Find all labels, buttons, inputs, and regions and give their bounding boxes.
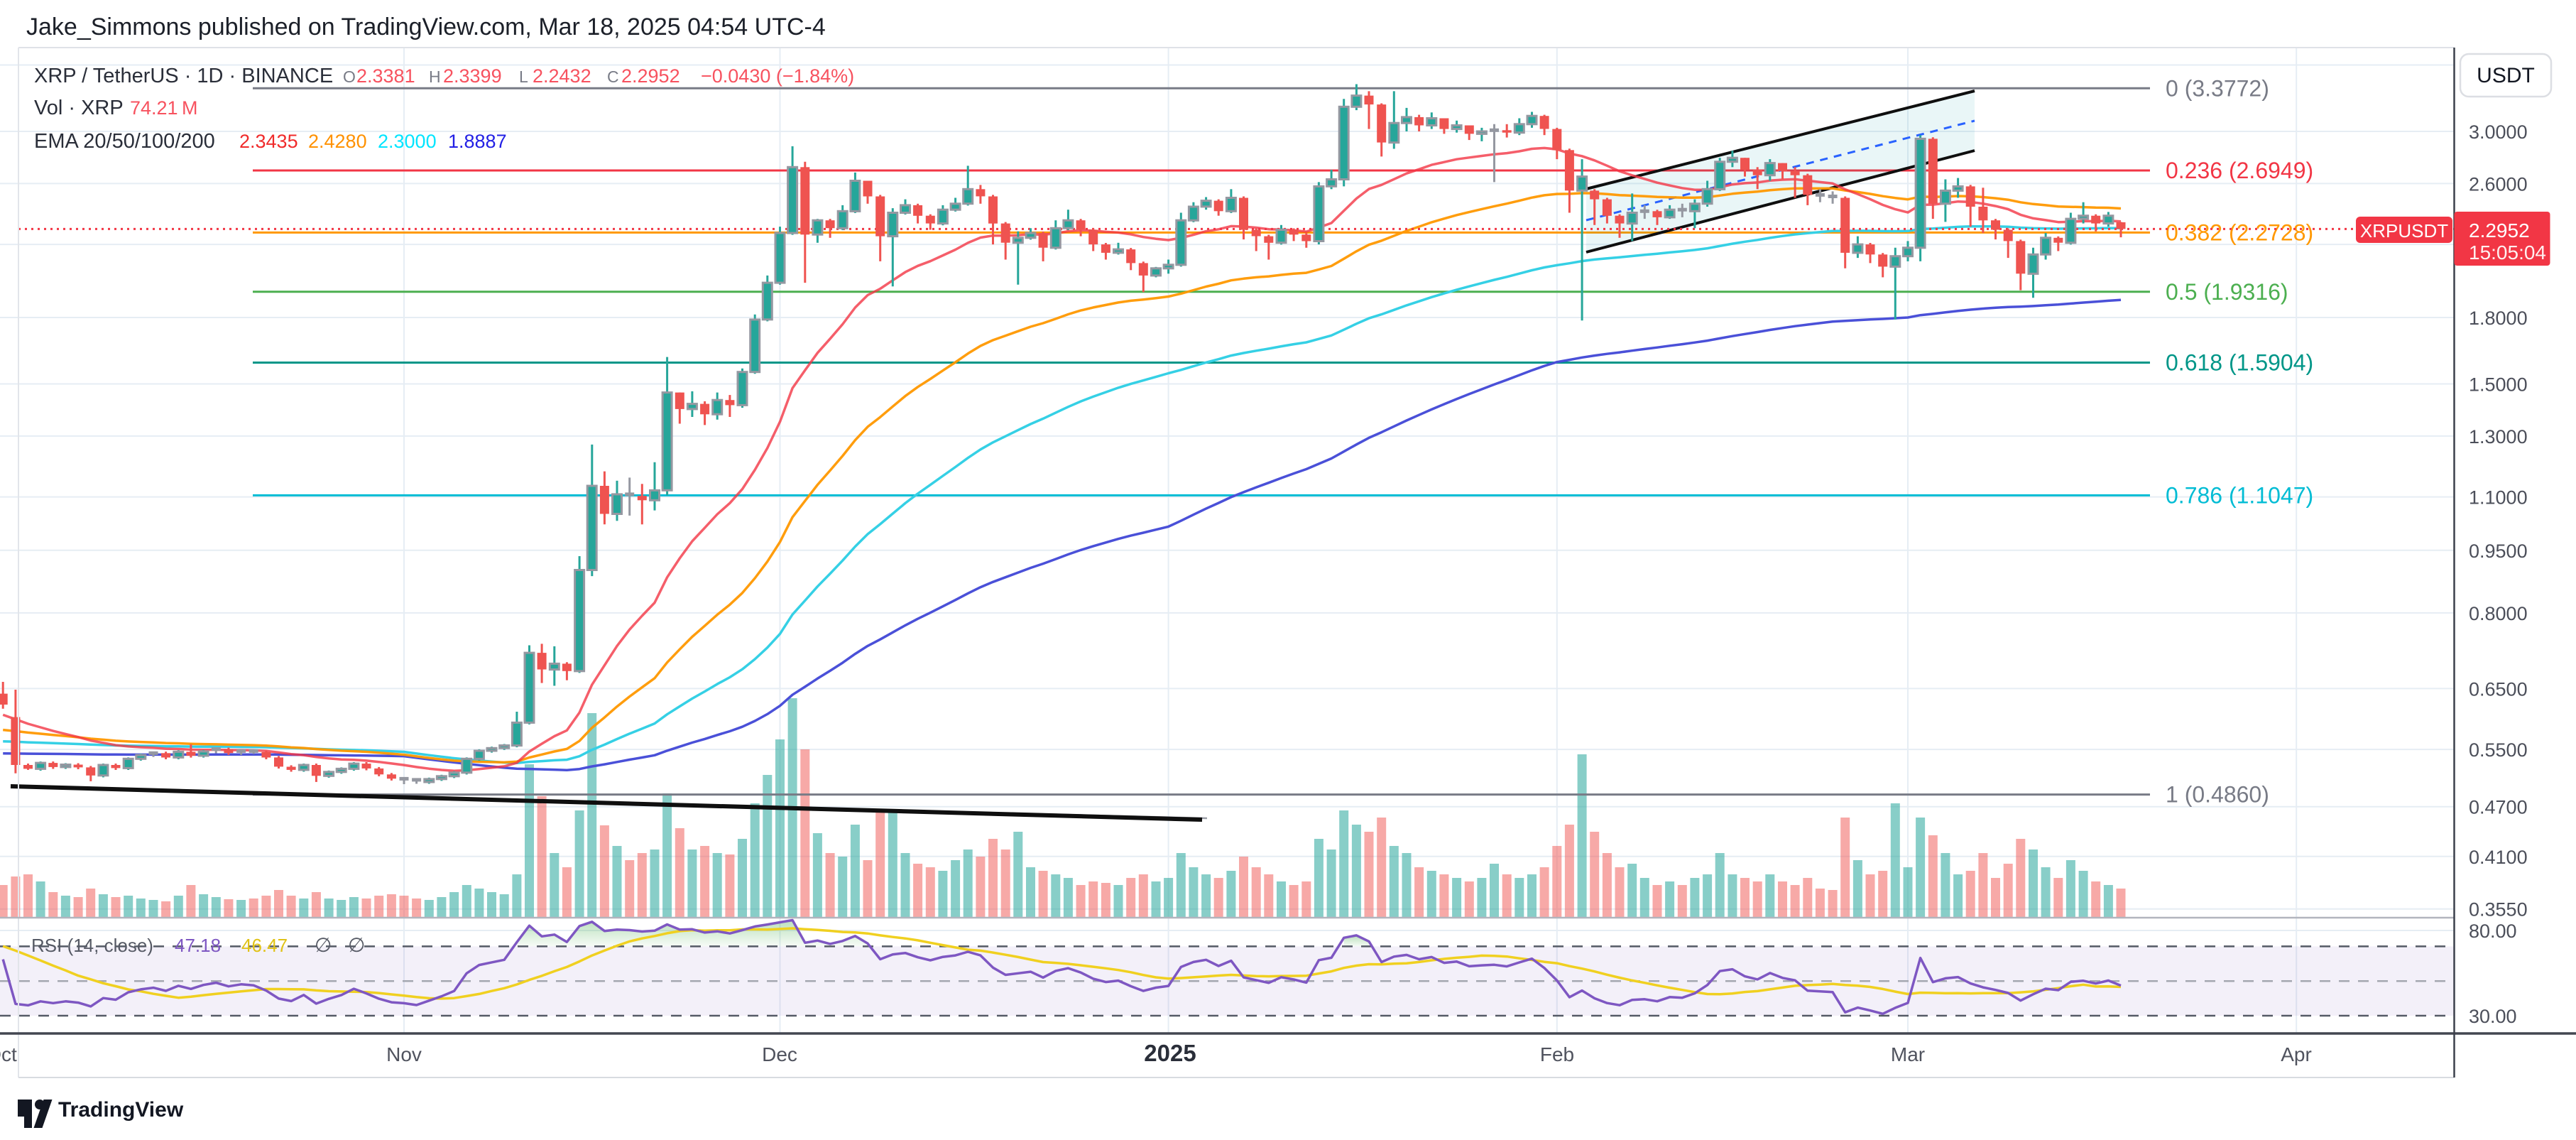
svg-text:0 (3.3772): 0 (3.3772) [2166, 75, 2269, 101]
svg-text:C: C [607, 67, 619, 86]
svg-text:2025: 2025 [1144, 1040, 1196, 1066]
svg-text:O: O [343, 67, 356, 86]
svg-text:0.6500: 0.6500 [2469, 678, 2528, 700]
svg-text:Oct: Oct [0, 1043, 17, 1065]
svg-text:2.2952: 2.2952 [621, 65, 680, 87]
svg-text:TradingView: TradingView [58, 1098, 184, 1122]
svg-text:2.3381: 2.3381 [356, 65, 415, 87]
svg-text:RSI (14, close): RSI (14, close) [31, 935, 153, 956]
svg-text:Nov: Nov [386, 1043, 422, 1065]
svg-text:0.8000: 0.8000 [2469, 603, 2528, 624]
svg-text:Vol · XRP: Vol · XRP [34, 97, 124, 119]
svg-text:EMA 20/50/100/200: EMA 20/50/100/200 [34, 130, 215, 153]
svg-text:2.6000: 2.6000 [2469, 173, 2528, 195]
svg-text:Mar: Mar [1891, 1043, 1925, 1065]
svg-text:Feb: Feb [1540, 1043, 1574, 1065]
svg-text:1.1000: 1.1000 [2469, 487, 2528, 509]
svg-text:0.236 (2.6949): 0.236 (2.6949) [2166, 158, 2313, 183]
svg-text:1 (0.4860): 1 (0.4860) [2166, 782, 2269, 808]
svg-text:47.18: 47.18 [175, 935, 221, 956]
svg-text:2.3435: 2.3435 [239, 131, 298, 152]
svg-text:2.4280: 2.4280 [308, 131, 367, 152]
svg-text:H: H [429, 67, 441, 86]
svg-text:1.8887: 1.8887 [448, 131, 507, 152]
svg-text:0.4700: 0.4700 [2469, 797, 2528, 818]
svg-text:46.47: 46.47 [241, 935, 288, 956]
svg-text:USDT: USDT [2477, 64, 2535, 87]
svg-text:80.00: 80.00 [2469, 921, 2517, 942]
svg-text:15:05:04: 15:05:04 [2469, 241, 2546, 264]
svg-text:XRPUSDT: XRPUSDT [2360, 220, 2448, 241]
svg-text:0.786 (1.1047): 0.786 (1.1047) [2166, 482, 2313, 508]
svg-text:L: L [519, 67, 528, 86]
svg-text:0.618 (1.5904): 0.618 (1.5904) [2166, 350, 2313, 376]
svg-text:2.3399: 2.3399 [443, 65, 502, 87]
svg-text:0.5500: 0.5500 [2469, 739, 2528, 761]
svg-text:XRP / TetherUS · 1D · BINANCE: XRP / TetherUS · 1D · BINANCE [34, 65, 333, 87]
svg-text:Jake_Simmons published on Trad: Jake_Simmons published on TradingView.co… [26, 13, 826, 40]
svg-text:0.3550: 0.3550 [2469, 899, 2528, 921]
svg-text:−0.0430 (−1.84%): −0.0430 (−1.84%) [701, 65, 854, 87]
svg-text:30.00: 30.00 [2469, 1006, 2517, 1027]
svg-text:2.2432: 2.2432 [533, 65, 591, 87]
svg-text:1.8000: 1.8000 [2469, 308, 2528, 329]
svg-text:∅: ∅ [315, 934, 332, 956]
svg-text:∅: ∅ [348, 934, 365, 956]
svg-text:2.2952: 2.2952 [2469, 219, 2530, 241]
svg-text:1.3000: 1.3000 [2469, 426, 2528, 447]
svg-text:0.382 (2.2728): 0.382 (2.2728) [2166, 219, 2313, 245]
svg-text:Apr: Apr [2281, 1043, 2312, 1065]
svg-text:2.3000: 2.3000 [378, 131, 437, 152]
svg-text:0.9500: 0.9500 [2469, 541, 2528, 562]
svg-text:Dec: Dec [762, 1043, 797, 1065]
svg-text:0.4100: 0.4100 [2469, 847, 2528, 868]
svg-text:1.5000: 1.5000 [2469, 374, 2528, 396]
svg-text:3.0000: 3.0000 [2469, 121, 2528, 143]
svg-text:74.21 M: 74.21 M [130, 97, 197, 119]
svg-text:0.5 (1.9316): 0.5 (1.9316) [2166, 279, 2288, 305]
